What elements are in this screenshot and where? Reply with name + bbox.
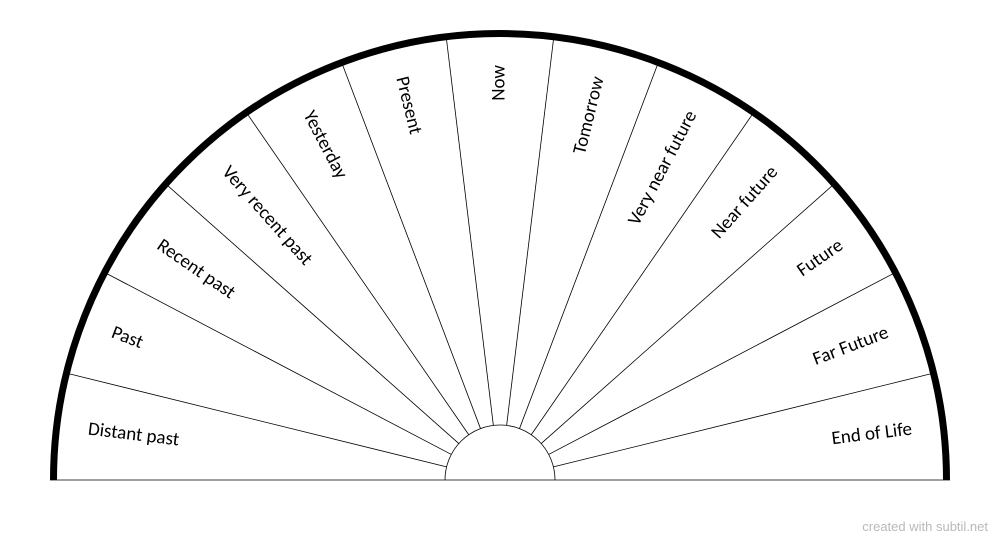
inner-hub-arc [445, 425, 555, 480]
segment-divider [246, 113, 468, 435]
segment-label: Very recent past [217, 161, 318, 271]
credit-text: created with subtil.net [862, 519, 988, 534]
semicircle-fan-chart: Distant past PastRecent pastVery recent p… [0, 0, 1000, 540]
segment-label: Tomorrow [568, 74, 609, 157]
segment-divider [553, 373, 933, 467]
segment-label: Recent past [152, 234, 240, 304]
segment-divider [531, 113, 753, 435]
segment-divider [541, 184, 834, 444]
segment-divider [66, 373, 446, 467]
segment-label: Yesterday [298, 107, 353, 183]
segment-label: Present [390, 74, 427, 137]
segment-label: Near future [706, 161, 783, 243]
segment-label: Distant past [87, 418, 181, 452]
segment-label: Now [488, 65, 511, 101]
segment-label: Far Future [810, 321, 892, 371]
segment-label: Future [793, 234, 848, 282]
segment-label: Past [108, 321, 147, 354]
segment-divider [507, 37, 554, 426]
segment-divider [166, 184, 459, 444]
segment-divider [446, 37, 493, 426]
segment-label: End of Life [830, 418, 913, 451]
